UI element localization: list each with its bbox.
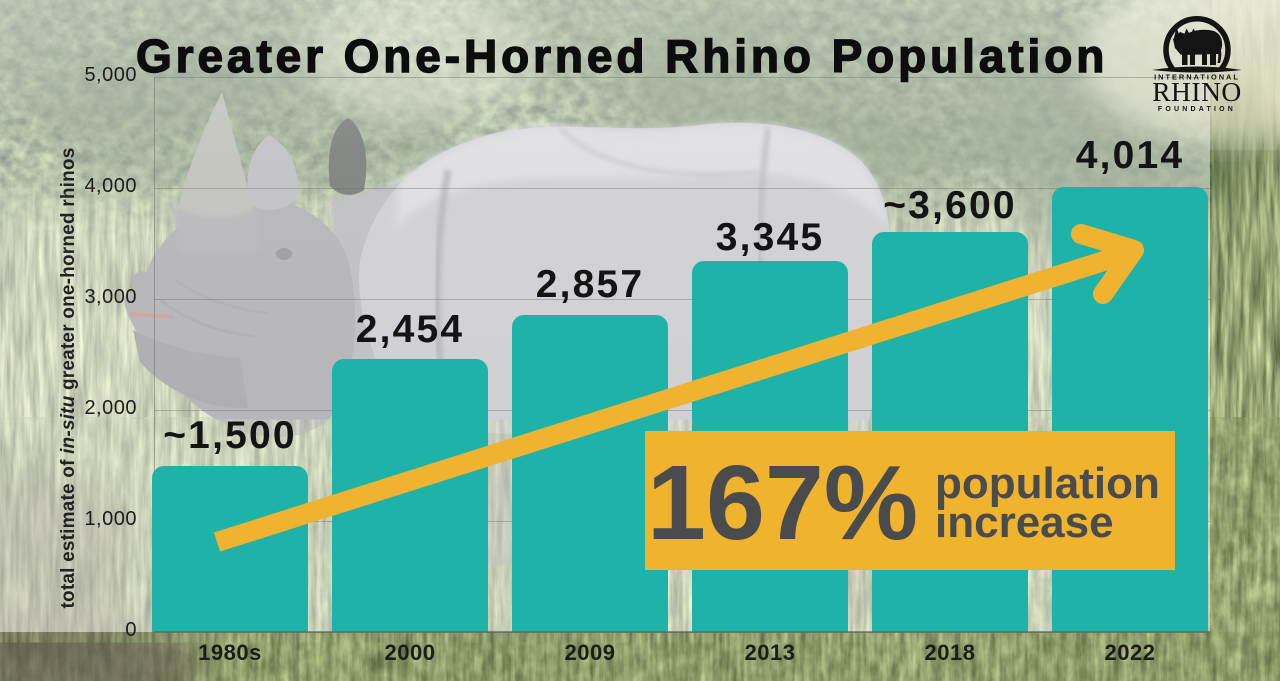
svg-text:INTERNATIONAL: INTERNATIONAL <box>1154 73 1240 82</box>
svg-text:FOUNDATION: FOUNDATION <box>1158 106 1236 113</box>
svg-text:RHINO: RHINO <box>1152 76 1242 107</box>
